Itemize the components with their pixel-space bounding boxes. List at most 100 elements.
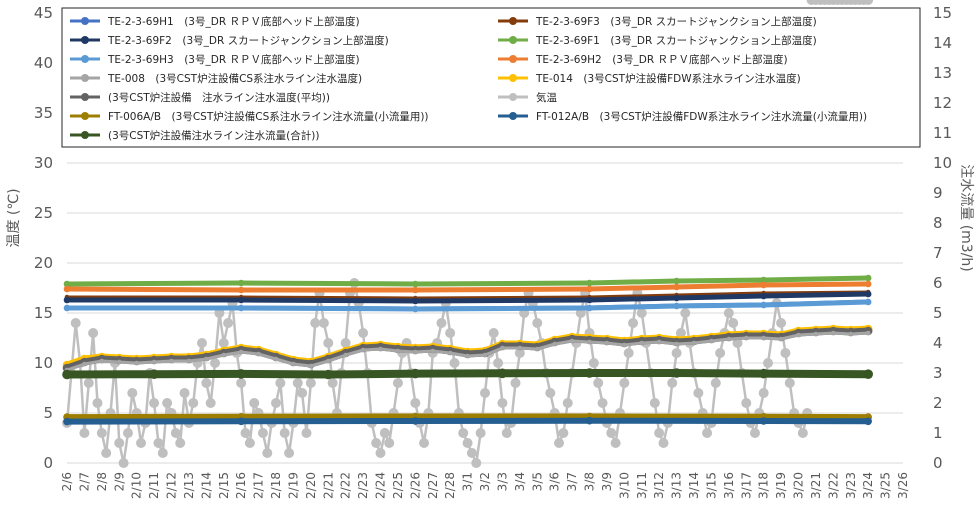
series-point	[796, 332, 801, 338]
air-temperature-point	[384, 438, 395, 448]
x-tick-label: 2/14	[199, 472, 213, 499]
x-tick-label: 3/8	[583, 472, 597, 491]
y-left-tick-label: 35	[34, 104, 53, 122]
y-left-tick-label: 25	[34, 204, 53, 222]
series-point	[238, 349, 244, 355]
x-tick-label: 3/15	[704, 472, 718, 499]
air-temperature-point	[671, 348, 682, 358]
x-tick-label: 3/4	[513, 472, 527, 491]
series-point	[865, 330, 871, 336]
air-temperature-point	[118, 458, 129, 468]
x-tick-label: 3/22	[826, 472, 840, 499]
legend-swatch-marker	[81, 131, 89, 139]
air-temperature-point	[649, 398, 660, 408]
air-temperature-point	[244, 438, 255, 448]
series-point	[237, 417, 245, 426]
x-tick-label: 2/23	[356, 472, 370, 499]
legend: TE-2-3-69H1 (3号_DR ＲＰＶ底部ヘッド上部温度) TE-2-3-6…	[61, 7, 921, 148]
x-tick-label: 2/6	[60, 472, 74, 491]
x-tick-label: 2/21	[321, 472, 335, 499]
series-point	[848, 331, 854, 337]
series-point	[221, 352, 227, 358]
air-temperature-point	[466, 448, 477, 458]
series-point	[760, 281, 767, 289]
air-temperature-point	[514, 348, 525, 358]
series-point	[149, 369, 159, 380]
series-point	[395, 348, 401, 354]
x-tick-label: 2/8	[95, 472, 109, 491]
y-right-tick-label: 11	[933, 124, 952, 142]
x-tick-label: 3/21	[809, 472, 823, 499]
x-tick-label: 2/24	[374, 472, 388, 499]
air-temperature-point	[488, 328, 499, 338]
y-left-tick-label: 20	[34, 254, 53, 272]
air-temperature-point	[301, 428, 312, 438]
air-temperature-point	[623, 348, 634, 358]
x-tick-label: 2/19	[286, 472, 300, 499]
series-point	[169, 358, 174, 364]
y-right-tick-label: 5	[933, 304, 943, 322]
air-temperature-point	[797, 428, 808, 438]
legend-swatch-marker	[81, 74, 89, 82]
series-point	[584, 368, 595, 378]
air-temperature-point	[92, 398, 103, 408]
legend-label: TE-2-3-69H3 (3号_DR ＲＰＶ底部ヘッド上部温度)	[107, 53, 360, 66]
series-point	[517, 345, 523, 351]
air-temperature-point	[558, 428, 569, 438]
air-temperature-point	[323, 338, 334, 348]
air-temperature-point	[175, 438, 186, 448]
series-point	[482, 352, 488, 358]
y-axis-left: 0 5 10 15 20 25 30 35 40 45	[34, 4, 53, 472]
legend-swatch-marker	[81, 112, 89, 120]
series-point	[237, 304, 245, 312]
air-temperature-point	[96, 428, 107, 438]
series-point	[116, 359, 122, 365]
y-right-tick-label: 13	[933, 64, 952, 82]
air-temperature-point	[153, 438, 164, 448]
air-temperature-point	[240, 428, 251, 438]
series-point	[63, 280, 71, 288]
air-temperature-point	[410, 398, 421, 408]
y-right-tick-label: 7	[933, 244, 943, 262]
y-right-tick-label: 0	[933, 454, 943, 472]
air-temperature-point	[471, 458, 482, 468]
series-point	[726, 336, 732, 342]
series-point	[151, 359, 157, 365]
air-temperature-point	[763, 358, 774, 368]
air-temperature-point	[371, 438, 382, 448]
x-tick-label: 2/7	[77, 472, 91, 491]
series-point	[360, 347, 366, 353]
x-tick-label: 3/2	[478, 472, 492, 491]
series-point	[412, 305, 419, 313]
series-point	[585, 416, 594, 425]
air-temperature-point	[392, 378, 403, 388]
x-tick-label: 2/26	[408, 472, 422, 499]
legend-swatch-marker	[509, 112, 517, 120]
air-temperature-point	[358, 328, 369, 338]
series-point	[273, 356, 279, 362]
legend-label: (3号CST炉注設備 注水ライン注水温度(平均))	[108, 91, 330, 104]
x-tick-label: 3/13	[670, 472, 684, 499]
series-point	[761, 335, 766, 341]
air-temperature-point	[680, 308, 691, 318]
series-point	[447, 350, 453, 356]
air-temperature-point	[114, 438, 125, 448]
legend-swatch-marker	[81, 36, 89, 44]
y-right-tick-label: 4	[933, 334, 943, 352]
series-point	[63, 304, 71, 312]
air-temperature-point	[445, 328, 456, 338]
air-temperature-point	[236, 378, 247, 388]
air-temperature-point	[70, 318, 81, 328]
y-right-tick-label: 14	[933, 34, 952, 52]
x-tick-label: 2/13	[182, 472, 196, 499]
air-temperature-point	[780, 348, 791, 358]
legend-label: TE-2-3-69F3 (3号_DR スカートジャンクション上部温度)	[535, 15, 817, 28]
x-tick-label: 3/25	[879, 472, 893, 499]
series-point	[760, 292, 767, 300]
x-tick-label: 2/18	[269, 472, 283, 499]
air-temperature-point	[480, 388, 490, 398]
series-point	[134, 360, 139, 366]
air-temperature-point	[610, 438, 621, 448]
legend-swatch-marker	[81, 55, 89, 63]
series-point	[569, 338, 575, 344]
